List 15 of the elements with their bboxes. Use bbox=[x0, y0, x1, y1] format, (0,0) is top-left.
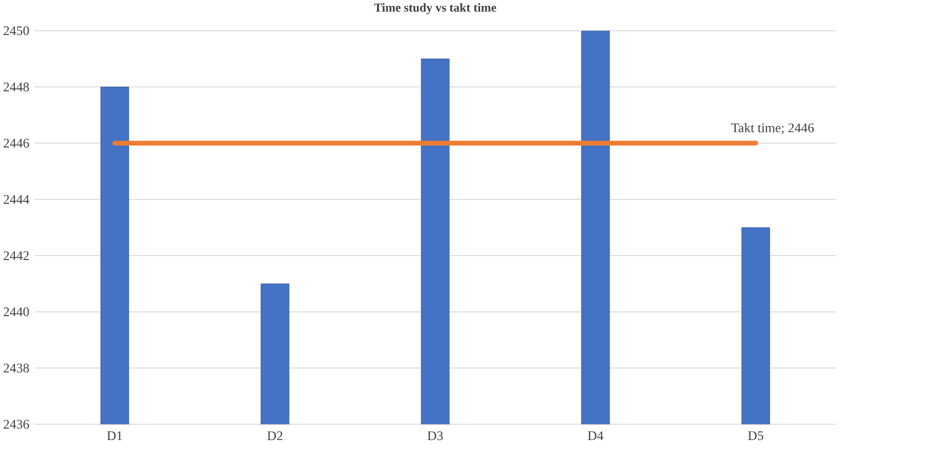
annotation: Takt time; 2446 bbox=[731, 122, 814, 134]
y-tick-label: 2436 bbox=[4, 420, 30, 428]
x-tick-label: D3 bbox=[428, 431, 443, 440]
y-tick-label: 2446 bbox=[4, 138, 30, 148]
chart-title: Time study vs takt time bbox=[374, 2, 496, 14]
x-tick-label: D1 bbox=[107, 431, 122, 440]
y-tick-label: 2442 bbox=[4, 251, 29, 260]
y-tick-label: 2448 bbox=[4, 82, 29, 92]
x-tick-label: D4 bbox=[588, 431, 604, 440]
y-tick-label: 2444 bbox=[4, 194, 30, 204]
y-tick-label: 2450 bbox=[4, 26, 29, 35]
x-tick-label: D2 bbox=[267, 431, 282, 440]
y-tick-label: 2438 bbox=[4, 363, 29, 372]
x-tick-label: D5 bbox=[748, 431, 764, 440]
y-tick-label: 2440 bbox=[4, 307, 29, 316]
